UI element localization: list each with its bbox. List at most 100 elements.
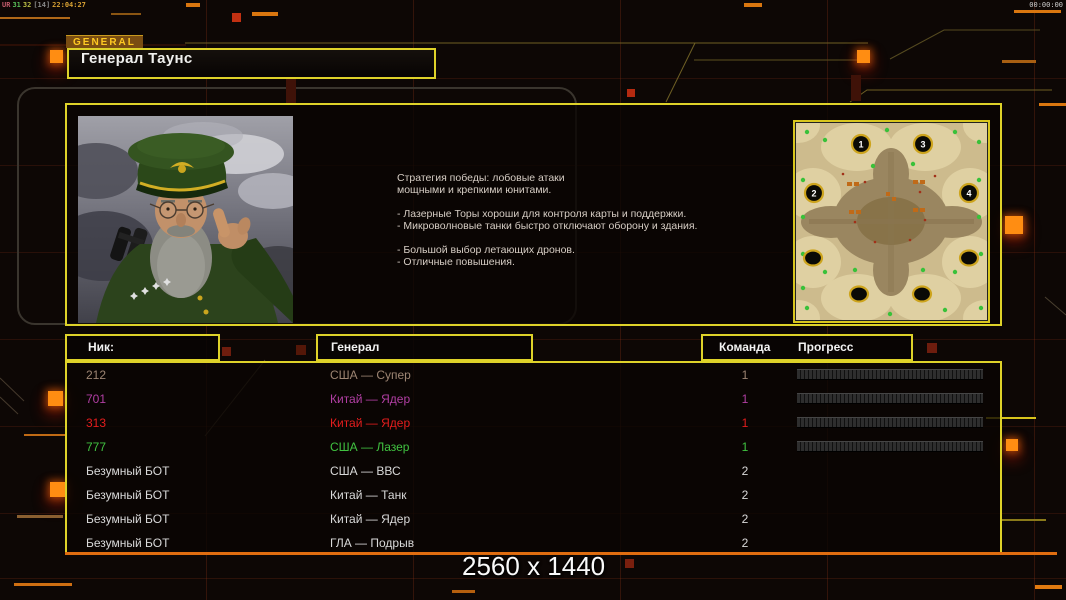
table-row: 777 США — Лазер 1: [67, 435, 1000, 459]
fps-value-2: 32: [22, 1, 32, 9]
spawn-number: 1: [858, 140, 863, 150]
decor-orange-square: [48, 391, 63, 406]
player-team: 1: [741, 440, 749, 454]
player-general: США — Супер: [330, 368, 411, 382]
player-general: Китай — Ядер: [330, 416, 411, 430]
decor-orange-square: [50, 50, 63, 63]
resolution-watermark: 2560 x 1440: [462, 551, 606, 581]
background-grid-line: [0, 578, 1066, 579]
decor-red-square: [927, 343, 937, 353]
table-row: 212 США — Супер 1: [67, 363, 1000, 387]
decor-dash: [0, 17, 70, 19]
general-name: Генерал Таунс: [81, 50, 193, 67]
decor-dash: [744, 3, 762, 7]
decor-orange-square: [1005, 216, 1023, 234]
strategy-line: Стратегия победы: лобовые атаки: [397, 172, 565, 184]
decor-dash: [1035, 585, 1062, 589]
table-row: Безумный БОТ ГЛА — Подрыв 2: [67, 531, 1000, 555]
general-info-panel: Стратегия победы: лобовые атаки мощными …: [65, 103, 1002, 326]
player-general: Китай — Ядер: [330, 512, 411, 526]
decor-red-square: [625, 559, 634, 568]
general-tab-label: GENERAL: [66, 35, 143, 48]
player-general: Китай — Ядер: [330, 392, 411, 406]
table-row: Безумный БОТ Китай — Танк 2: [67, 483, 1000, 507]
fps-app-label: UR: [2, 1, 11, 9]
progress-bar: [797, 393, 983, 404]
column-header-general: Генерал: [316, 334, 533, 361]
table-bottom-line: [65, 552, 1057, 555]
decor-dash: [1002, 60, 1036, 63]
decor-red-square: [232, 13, 241, 22]
player-nick: Безумный БОТ: [86, 488, 170, 502]
map-preview: 1 3 2 4: [793, 120, 990, 323]
player-nick: 701: [86, 392, 107, 406]
decor-dash: [986, 417, 1036, 419]
player-nick: Безумный БОТ: [86, 536, 170, 550]
decor-orange-square: [1006, 439, 1018, 451]
strategy-line: - Отличные повышения.: [397, 256, 515, 268]
strategy-line: [397, 232, 737, 244]
strategy-line: [397, 196, 737, 208]
player-team: 1: [741, 416, 749, 430]
player-team: 2: [741, 464, 749, 478]
fps-value: 31: [12, 1, 21, 9]
fps-overlay: UR 31 32 [14] 22:04:27: [2, 1, 88, 9]
table-row: Безумный БОТ США — ВВС 2: [67, 459, 1000, 483]
column-header-team-progress: Команда Прогресс: [701, 334, 913, 361]
decor-orange-square: [50, 482, 65, 497]
table-row: Безумный БОТ Китай — Ядер 2: [67, 507, 1000, 531]
spawn-number: 3: [920, 140, 925, 150]
decor-dash: [1014, 10, 1061, 13]
decor-red-square: [627, 89, 635, 97]
decor-dash: [14, 583, 72, 586]
decor-dash: [111, 13, 141, 15]
strategy-line: - Большой выбор летающих дронов.: [397, 244, 575, 256]
spawn-number: 2: [811, 189, 816, 199]
player-team: 1: [741, 392, 749, 406]
strategy-line: - Микроволновые танки быстро отключают о…: [397, 220, 698, 232]
progress-bar: [797, 369, 983, 380]
progress-bar: [797, 417, 983, 428]
decor-red-bar: [851, 75, 861, 101]
decor-dash: [1039, 103, 1066, 106]
decor-dash: [1002, 519, 1046, 521]
progress-bar: [797, 441, 983, 452]
player-general: ГЛА — Подрыв: [330, 536, 415, 550]
general-name-box: Генерал Таунс: [67, 48, 436, 79]
player-general: Китай — Танк: [330, 488, 407, 502]
decor-dash: [24, 434, 65, 436]
decor-dash: [452, 590, 475, 593]
column-header-progress: Прогресс: [798, 340, 854, 354]
player-nick: 313: [86, 416, 107, 430]
player-table: 212 США — Супер 1 701 Китай — Ядер 1 313…: [65, 361, 1002, 553]
column-header-nick: Ник:: [65, 334, 220, 361]
match-timer: 00:00:00: [1029, 1, 1063, 9]
player-nick: Безумный БОТ: [86, 512, 170, 526]
strategy-line: - Лазерные Торы хороши для контроля карт…: [397, 208, 687, 220]
clock-value: 22:04:27: [52, 1, 86, 9]
strategy-line: мощными и крепкими юнитами.: [397, 184, 552, 196]
player-general: США — Лазер: [330, 440, 410, 454]
strategy-text: Стратегия победы: лобовые атаки мощными …: [397, 172, 737, 268]
decor-dash: [186, 3, 200, 7]
player-team: 2: [741, 512, 749, 526]
decor-dash: [17, 515, 63, 518]
decor-dash: [252, 12, 278, 16]
player-general: США — ВВС: [330, 464, 401, 478]
column-header-team: Команда: [719, 340, 771, 354]
decor-red-square: [296, 345, 306, 355]
table-row: 701 Китай — Ядер 1: [67, 387, 1000, 411]
table-row: 313 Китай — Ядер 1: [67, 411, 1000, 435]
decor-red-square: [222, 347, 231, 356]
spawn-number: 4: [966, 189, 971, 199]
decor-orange-square: [857, 50, 870, 63]
frametime-value: [14]: [33, 1, 51, 9]
player-team: 2: [741, 536, 749, 550]
player-team: 1: [741, 368, 749, 382]
player-nick: 777: [86, 440, 107, 454]
player-nick: Безумный БОТ: [86, 464, 170, 478]
player-nick: 212: [86, 368, 107, 382]
player-team: 2: [741, 488, 749, 502]
